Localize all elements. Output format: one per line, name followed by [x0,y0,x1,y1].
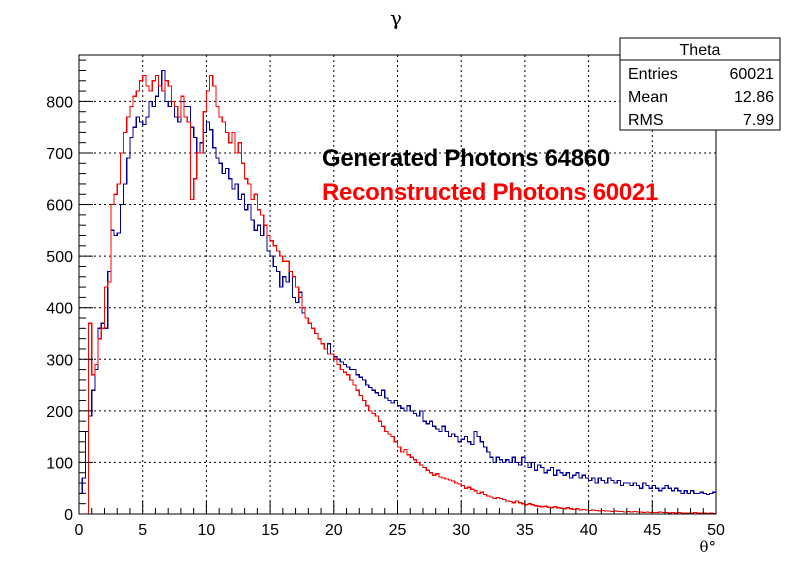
stats-rms-value: 7.99 [743,112,774,129]
x-tick-label: 35 [516,522,534,539]
stats-box: Theta Entries 60021 Mean 12.86 RMS 7.99 [619,37,781,131]
series-layer [78,69,716,515]
y-tick-label: 200 [46,404,73,421]
y-tick-label: 300 [46,352,73,369]
x-tick-label: 25 [389,522,407,539]
y-tick-label: 800 [46,94,73,111]
stats-mean-value: 12.86 [734,89,774,106]
x-tick-label: 50 [707,522,725,539]
annotation-reconstructed: Reconstructed Photons 60021 [322,179,658,206]
stats-box-frame [619,37,781,131]
y-tick-label: 600 [46,198,73,215]
stats-mean-label: Mean [628,89,668,106]
y-tick-label: 400 [46,301,73,318]
x-tick-label: 10 [198,522,216,539]
annotation-generated: Generated Photons 64860 [322,145,610,172]
y-tick-label: 0 [64,507,73,524]
x-tick-label: 5 [138,522,147,539]
x-tick-label: 0 [75,522,84,539]
stats-entries-value: 60021 [730,66,775,83]
x-tick-label: 20 [325,522,343,539]
series-reconstructed-line [79,75,716,515]
x-tick-label: 30 [452,522,470,539]
x-tick-label: 15 [261,522,279,539]
y-tick-label: 700 [46,146,73,163]
stats-entries-label: Entries [628,66,678,83]
y-tick-label: 100 [46,455,73,472]
x-tick-label: 40 [580,522,598,539]
chart-title: γ [390,6,402,30]
stats-box-title: Theta [680,42,721,59]
x-tick-label: 45 [643,522,661,539]
y-tick-label: 500 [46,249,73,266]
tick-labels: 0 5 10 15 20 25 30 35 40 45 5001002003004005006007… [46,94,725,539]
x-axis-label: θ° [699,538,716,556]
stats-rms-label: RMS [628,112,664,129]
grid-lines [79,55,716,514]
axis-ticks [78,59,717,515]
